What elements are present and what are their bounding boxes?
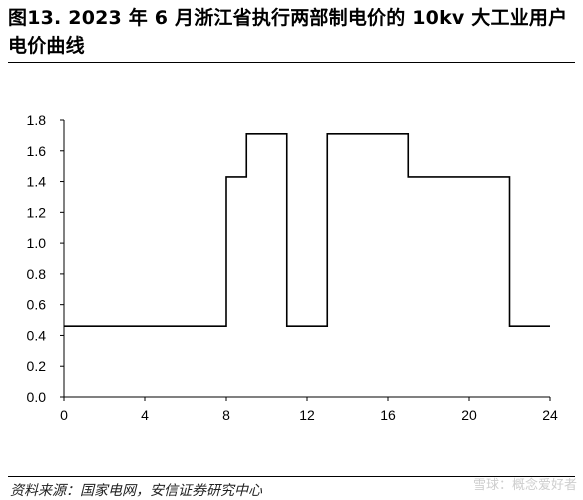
x-tick-label: 8: [222, 407, 230, 423]
price-series-line: [64, 133, 550, 328]
source-note: 资料来源：国家电网，安信证券研究中心: [10, 483, 262, 499]
y-tick-label: 1.6: [27, 143, 47, 159]
tick-labels: 0.0 0.2 0.4 0.6 0.8 1.0 1.2 1.4 1.6 1.8 0 4 8 12 16 20 2…: [27, 112, 558, 423]
source-rule: [8, 476, 575, 477]
title-rule: [8, 62, 575, 63]
plot-area: [64, 133, 550, 328]
y-tick-label: 1.2: [27, 204, 47, 220]
y-tick-label: 1.8: [27, 112, 47, 128]
axes: [60, 119, 551, 401]
x-tick-label: 16: [380, 407, 396, 423]
y-tick-label: 1.4: [27, 174, 47, 190]
chart-title: 图13. 2023 年 6 月浙江省执行两部制电价的 10kv 大工业用户电价曲…: [8, 7, 568, 57]
y-tick-label: 0.4: [27, 327, 47, 343]
y-tick-label: 0.6: [27, 297, 47, 313]
y-tick-label: 0.0: [27, 389, 47, 405]
y-tick-label: 0.8: [27, 266, 47, 282]
watermark: 雪球：概念爱好者: [472, 478, 577, 493]
x-tick-label: 0: [60, 407, 68, 423]
x-tick-label: 24: [542, 407, 558, 423]
y-tick-label: 1.0: [27, 235, 47, 251]
y-tick-label: 0.2: [27, 358, 47, 374]
x-tick-label: 12: [299, 407, 315, 423]
x-tick-label: 4: [141, 407, 149, 423]
x-tick-label: 20: [461, 407, 477, 423]
